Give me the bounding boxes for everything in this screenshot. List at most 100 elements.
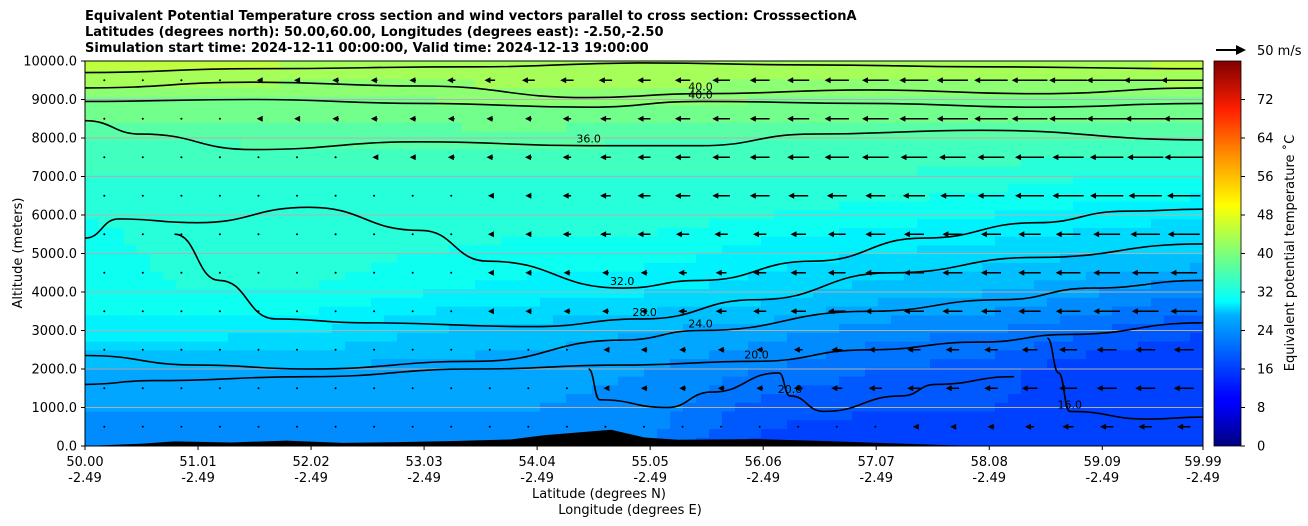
field-cell bbox=[176, 183, 190, 193]
field-cell bbox=[514, 104, 528, 115]
field-cell bbox=[956, 279, 970, 290]
field-cell bbox=[891, 376, 905, 386]
field-cell bbox=[436, 384, 450, 395]
field-cell bbox=[449, 96, 463, 106]
field-cell bbox=[124, 183, 138, 193]
field-cell bbox=[150, 288, 164, 298]
field-cell bbox=[904, 279, 918, 290]
field-cell bbox=[527, 288, 541, 298]
field-cell bbox=[1034, 227, 1048, 237]
field-cell bbox=[839, 183, 853, 193]
field-cell bbox=[930, 271, 944, 281]
field-cell bbox=[969, 157, 983, 167]
field-cell bbox=[826, 209, 840, 220]
field-cell bbox=[137, 349, 151, 360]
field-cell bbox=[319, 104, 333, 115]
field-cell bbox=[306, 209, 320, 220]
field-cell bbox=[111, 227, 125, 237]
field-cell bbox=[618, 201, 632, 211]
y-tick-label: 10000.0 bbox=[23, 55, 77, 70]
field-cell bbox=[267, 174, 281, 185]
field-cell bbox=[267, 358, 281, 368]
field-cell bbox=[1086, 104, 1100, 115]
field-cell bbox=[410, 96, 424, 106]
field-cell bbox=[384, 437, 398, 446]
field-cell bbox=[111, 262, 125, 272]
field-cell bbox=[813, 174, 827, 185]
field-cell bbox=[969, 393, 983, 403]
field-cell bbox=[319, 358, 333, 368]
field-cell bbox=[891, 201, 905, 211]
field-cell bbox=[254, 376, 268, 386]
field-cell bbox=[540, 209, 554, 220]
field-cell bbox=[423, 113, 437, 123]
field-cell bbox=[137, 131, 151, 141]
field-cell bbox=[1151, 437, 1165, 446]
contour-label: 24.0 bbox=[688, 318, 713, 331]
field-cell bbox=[540, 279, 554, 290]
field-cell bbox=[98, 419, 112, 430]
field-cell bbox=[1190, 376, 1203, 386]
field-cell bbox=[1008, 192, 1022, 202]
field-cell bbox=[488, 227, 502, 237]
field-cell bbox=[891, 262, 905, 272]
wind-vector-head bbox=[912, 423, 919, 430]
field-cell bbox=[644, 139, 658, 150]
field-cell bbox=[813, 332, 827, 342]
field-cell bbox=[605, 96, 619, 106]
field-cell bbox=[319, 253, 333, 263]
field-cell bbox=[1138, 61, 1152, 71]
field-cell bbox=[215, 367, 229, 377]
field-cell bbox=[618, 96, 632, 106]
field-cell bbox=[618, 306, 632, 316]
field-cell bbox=[969, 314, 983, 325]
field-cell bbox=[267, 148, 281, 158]
field-cell bbox=[410, 209, 424, 220]
field-cell bbox=[618, 192, 632, 202]
field-cell bbox=[293, 61, 307, 71]
field-cell bbox=[748, 297, 762, 307]
field-cell bbox=[956, 376, 970, 386]
field-cell bbox=[163, 402, 177, 412]
field-cell bbox=[1190, 384, 1203, 395]
field-cell bbox=[293, 384, 307, 395]
field-cell bbox=[1008, 122, 1022, 132]
field-cell bbox=[475, 297, 489, 307]
field-cell bbox=[254, 201, 268, 211]
field-cell bbox=[436, 227, 450, 237]
field-cell bbox=[1034, 61, 1048, 71]
field-cell bbox=[748, 279, 762, 290]
field-cell bbox=[826, 122, 840, 132]
field-cell bbox=[592, 332, 606, 342]
field-cell bbox=[1177, 297, 1191, 307]
field-cell bbox=[215, 61, 229, 71]
field-cell bbox=[826, 393, 840, 403]
field-cell bbox=[475, 192, 489, 202]
field-cell bbox=[1190, 367, 1203, 377]
field-cell bbox=[527, 341, 541, 351]
field-cell bbox=[449, 87, 463, 97]
field-cell bbox=[397, 253, 411, 263]
field-cell bbox=[397, 157, 411, 167]
field-cell bbox=[1047, 87, 1061, 97]
field-cell bbox=[748, 157, 762, 167]
field-cell bbox=[410, 437, 424, 446]
field-cell bbox=[293, 341, 307, 351]
field-cell bbox=[1177, 157, 1191, 167]
field-cell bbox=[501, 201, 515, 211]
field-cell bbox=[124, 437, 138, 446]
field-cell bbox=[1086, 367, 1100, 377]
field-cell bbox=[917, 218, 931, 228]
field-cell bbox=[644, 253, 658, 263]
field-cell bbox=[943, 271, 957, 281]
field-cell bbox=[774, 192, 788, 202]
field-cell bbox=[956, 236, 970, 246]
field-cell bbox=[670, 393, 684, 403]
field-cell bbox=[436, 61, 450, 71]
field-cell bbox=[1060, 183, 1074, 193]
field-cell bbox=[423, 244, 437, 255]
field-cell bbox=[956, 244, 970, 255]
field-cell bbox=[631, 183, 645, 193]
colorbar-tick-label: 0 bbox=[1257, 440, 1265, 455]
